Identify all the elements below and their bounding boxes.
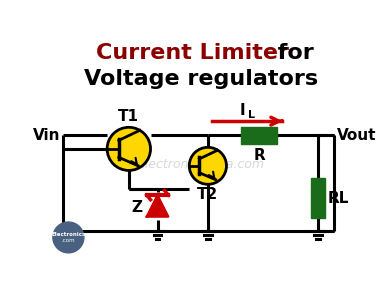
Text: electronicsarea.com: electronicsarea.com bbox=[138, 158, 264, 171]
Text: Current Limiter: Current Limiter bbox=[96, 42, 289, 63]
Text: R: R bbox=[253, 148, 265, 163]
Text: Electronics: Electronics bbox=[51, 232, 85, 237]
Polygon shape bbox=[147, 195, 168, 217]
Text: Z: Z bbox=[131, 200, 142, 215]
Circle shape bbox=[107, 127, 151, 171]
Text: L: L bbox=[248, 110, 255, 120]
Bar bbox=[311, 178, 325, 218]
Text: .com: .com bbox=[62, 238, 75, 243]
Text: T2: T2 bbox=[197, 187, 218, 202]
Text: Vout: Vout bbox=[336, 127, 376, 143]
Text: Vin: Vin bbox=[33, 127, 61, 143]
Text: T1: T1 bbox=[118, 109, 139, 124]
Bar bbox=[241, 127, 277, 144]
Text: RL: RL bbox=[328, 191, 349, 206]
Circle shape bbox=[189, 147, 227, 184]
Circle shape bbox=[53, 222, 84, 253]
Text: Voltage regulators: Voltage regulators bbox=[84, 69, 318, 89]
Text: I: I bbox=[240, 103, 245, 118]
Text: for: for bbox=[270, 42, 314, 63]
